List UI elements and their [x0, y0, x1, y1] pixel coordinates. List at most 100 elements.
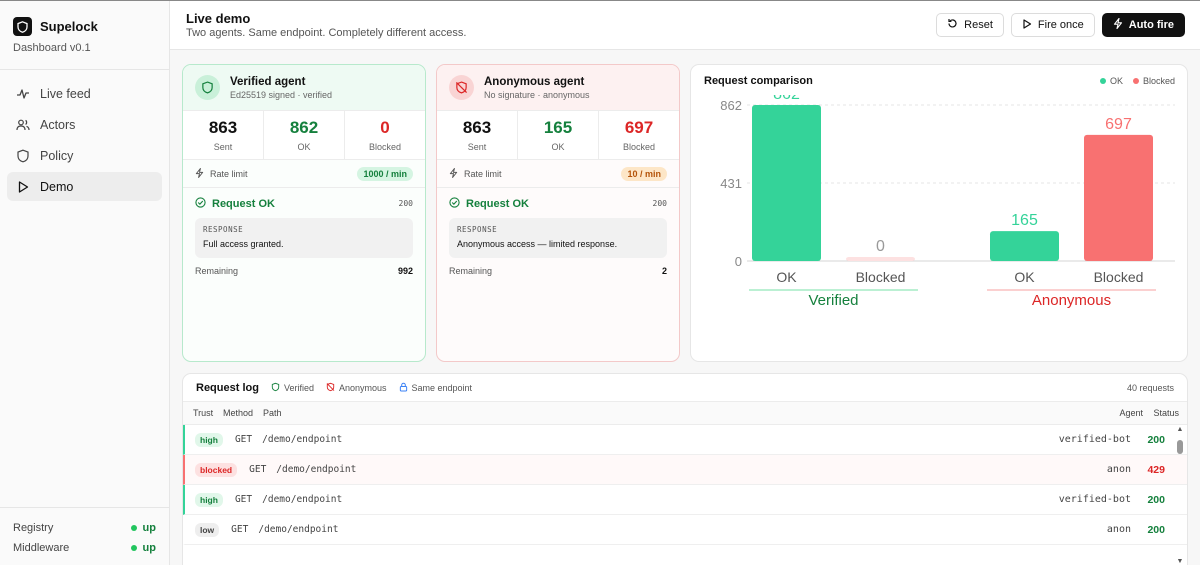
agent-stats: 863 Sent 862 OK 0 Blocked [183, 111, 425, 160]
request-result: Request OK 200 [437, 189, 679, 218]
status-code: 429 [1147, 463, 1165, 476]
page-subtitle: Two agents. Same endpoint. Completely di… [186, 27, 467, 39]
sidebar-item-actors[interactable]: Actors [7, 110, 162, 139]
stat-value: 165 [543, 118, 573, 137]
check-circle-icon [449, 196, 460, 211]
auto-fire-button[interactable]: Auto fire [1101, 13, 1185, 37]
path: /demo/endpoint [262, 434, 343, 445]
tag-verified: Verified [271, 382, 314, 394]
rate-limit-badge: 10 / min [621, 166, 667, 181]
x-tick-label: OK [776, 269, 797, 285]
brand-version: Dashboard v0.1 [13, 42, 91, 54]
agent-name: Verified agent [230, 75, 306, 88]
agent: anon [1106, 524, 1131, 535]
status-code: 200 [1147, 523, 1165, 536]
trust-badge: blocked [195, 462, 238, 477]
stat-value: 697 [624, 118, 654, 137]
shield-off-icon [326, 382, 335, 394]
page-title: Live demo [186, 11, 251, 26]
stat-label: OK [297, 142, 311, 152]
legend-item-ok: OK [1099, 76, 1123, 86]
bar-chart: 0 431 862 862 OK 0 Blocked Verified 165 OK 697 Bloc… [720, 95, 1175, 309]
tag-anonymous: Anonymous [326, 382, 387, 394]
y-tick-label: 0 [735, 254, 742, 269]
chart-legend: OK Blocked [1099, 76, 1175, 86]
agent-subtitle: Ed25519 signed · verified [230, 89, 333, 100]
agent-card-header: Anonymous agent No signature · anonymous [437, 65, 679, 111]
stat-sent: 863 Sent [437, 111, 518, 159]
bar-verified-blocked [846, 257, 915, 261]
play-icon [16, 180, 30, 194]
brand: Supelock Dashboard v0.1 [0, 1, 169, 70]
group-label: Verified [808, 292, 858, 309]
service-middleware: Middleware up [13, 538, 156, 558]
service-status: up [142, 542, 156, 554]
sidebar-item-policy[interactable]: Policy [7, 141, 162, 170]
tag-label: Anonymous [338, 382, 387, 393]
rate-limit-label: Rate limit [210, 168, 248, 179]
y-tick-label: 431 [720, 176, 742, 191]
stat-sent: 863 Sent [183, 111, 264, 159]
sidebar-item-label: Policy [40, 148, 74, 163]
remaining-row: Remaining 2 [437, 258, 679, 276]
legend-label: Blocked [1142, 76, 1175, 86]
chart-title: Request comparison [704, 75, 813, 87]
table-row[interactable]: high GET /demo/endpoint verified-bot 200 [183, 425, 1187, 455]
table-row[interactable]: blocked GET /demo/endpoint anon 429 [183, 455, 1187, 485]
bar-value-label: 165 [1011, 212, 1038, 229]
scroll-up-icon[interactable]: ▲ [1176, 426, 1184, 433]
status-dot-icon [130, 525, 137, 531]
tag-label: Same endpoint [411, 382, 473, 393]
anonymous-agent-card: Anonymous agent No signature · anonymous… [436, 64, 680, 362]
legend-item-blocked: Blocked [1132, 76, 1175, 86]
scroll-down-icon[interactable]: ▼ [1176, 558, 1184, 565]
remaining-row: Remaining 992 [183, 258, 425, 276]
sidebar-item-live-feed[interactable]: Live feed [7, 79, 162, 108]
log-column-headers: Trust Method Path Agent Status [183, 402, 1187, 425]
path: /demo/endpoint [262, 494, 343, 505]
request-comparison-card: Request comparison OK Blocked 0 431 862 862… [690, 64, 1188, 362]
request-result: Request OK 200 [183, 189, 425, 218]
request-log-header: Request log Verified Anonymous Same endp… [183, 374, 1187, 402]
bolt-icon [449, 167, 458, 180]
rate-limit-row: Rate limit 10 / min [437, 160, 679, 188]
stat-value: 862 [289, 118, 319, 137]
rate-limit-row: Rate limit 1000 / min [183, 160, 425, 188]
table-row[interactable]: low GET /demo/endpoint anon 200 [183, 515, 1187, 545]
scrollbar-thumb[interactable] [1177, 440, 1183, 454]
reset-button[interactable]: Reset [936, 13, 1004, 37]
agent: verified-bot [1058, 434, 1131, 445]
stat-ok: 165 OK [518, 111, 599, 159]
response-box: RESPONSE Anonymous access — limited resp… [449, 218, 667, 258]
reset-icon [947, 18, 958, 32]
shield-icon [271, 382, 280, 394]
response-text: Full access granted. [203, 239, 284, 249]
response-label: RESPONSE [203, 225, 244, 234]
bar-value-label: 697 [1105, 116, 1132, 133]
activity-icon [16, 87, 30, 101]
fire-once-label: Fire once [1037, 19, 1084, 31]
bolt-icon [195, 167, 204, 180]
stat-label: Blocked [622, 142, 656, 152]
log-scrollbar[interactable]: ▲ ▼ [1176, 426, 1184, 565]
response-box: RESPONSE Full access granted. [195, 218, 413, 258]
reset-label: Reset [964, 19, 993, 31]
x-tick-label: Blocked [1094, 269, 1144, 285]
response-text: Anonymous access — limited response. [457, 239, 618, 249]
legend-label: OK [1109, 76, 1123, 86]
sidebar-item-label: Live feed [40, 86, 91, 101]
shield-off-icon [449, 75, 474, 100]
bar-verified-ok [752, 105, 821, 261]
request-count: 40 requests [1126, 382, 1174, 393]
column-trust: Trust [193, 408, 214, 418]
users-icon [16, 118, 30, 132]
bar-value-label: 862 [773, 95, 800, 103]
table-row[interactable]: high GET /demo/endpoint verified-bot 200 [183, 485, 1187, 515]
path: /demo/endpoint [258, 524, 339, 535]
fire-once-button[interactable]: Fire once [1010, 13, 1095, 37]
agent: verified-bot [1058, 494, 1131, 505]
method: GET [231, 524, 249, 535]
page-header: Live demo Two agents. Same endpoint. Com… [170, 1, 1200, 50]
sidebar-item-demo[interactable]: Demo [7, 172, 162, 201]
lock-icon [399, 382, 408, 394]
